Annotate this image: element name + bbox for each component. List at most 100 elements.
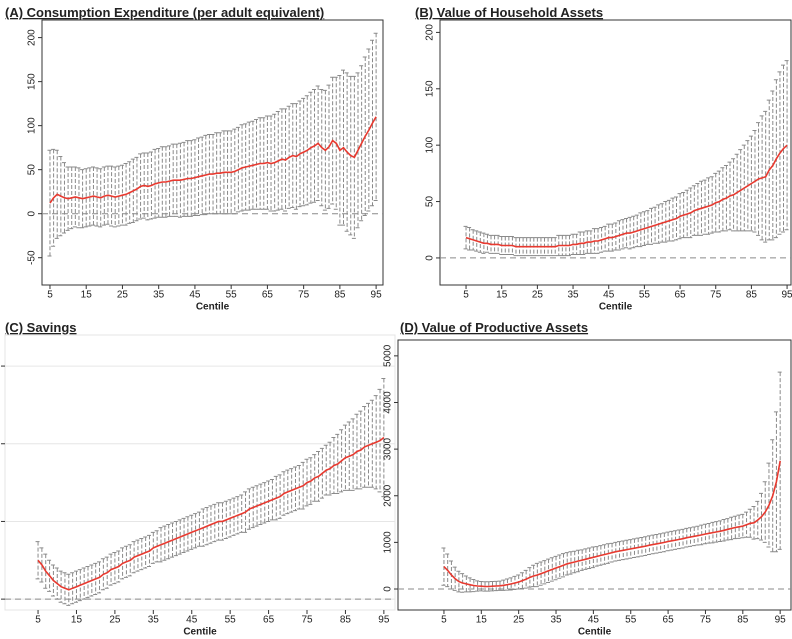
x-tick-label: 15 xyxy=(496,290,508,301)
error-bar xyxy=(312,454,318,502)
error-bar xyxy=(531,564,537,588)
y-tick-label: 100 xyxy=(425,136,436,153)
error-bar xyxy=(381,378,387,498)
error-bar xyxy=(566,234,572,257)
x-tick-label: 75 xyxy=(700,615,712,626)
error-bar xyxy=(98,168,104,228)
error-bar xyxy=(568,551,574,575)
error-bar xyxy=(740,513,746,539)
error-bar xyxy=(346,421,352,491)
error-bar xyxy=(350,418,356,491)
error-bar xyxy=(474,230,480,252)
error-bar xyxy=(452,566,458,591)
x-tick-label: 35 xyxy=(148,615,160,626)
error-bar xyxy=(166,524,172,560)
y-tick-label: 150 xyxy=(0,357,1,374)
error-bar xyxy=(579,549,585,571)
error-bar xyxy=(196,511,202,547)
x-tick-label: 55 xyxy=(639,290,651,301)
x-tick-label: 5 xyxy=(463,290,469,301)
panel-title: (B) Value of Household Assets xyxy=(415,5,603,20)
error-bar xyxy=(709,176,715,234)
error-bar xyxy=(738,149,744,232)
error-bar xyxy=(170,522,176,558)
y-tick-label: 4000 xyxy=(383,391,394,414)
error-bar xyxy=(300,461,306,510)
error-bar xyxy=(475,580,481,592)
error-bar xyxy=(588,230,594,254)
error-bar xyxy=(677,193,683,240)
x-tick-label: 35 xyxy=(567,290,579,301)
error-bar xyxy=(463,225,469,250)
y-tick-label: 200 xyxy=(27,29,38,46)
y-tick-label: 0 xyxy=(383,586,394,592)
error-bar xyxy=(490,581,496,592)
error-bar xyxy=(542,560,548,585)
error-bar xyxy=(748,135,754,232)
error-bar xyxy=(301,97,307,207)
error-bar xyxy=(159,146,165,218)
error-bar xyxy=(560,553,566,578)
error-bar xyxy=(156,148,162,218)
y-tick-label: 50 xyxy=(27,164,38,176)
error-bar xyxy=(80,169,86,229)
error-bar xyxy=(268,115,274,212)
plot-frame xyxy=(4,334,396,611)
error-bar xyxy=(101,166,107,226)
error-bar xyxy=(83,168,89,228)
error-bar xyxy=(572,550,578,574)
error-bar xyxy=(221,130,227,215)
error-bar xyxy=(297,100,303,208)
plot-frame xyxy=(439,19,792,286)
error-bar xyxy=(94,167,100,227)
error-bar xyxy=(362,405,368,488)
error-bar xyxy=(549,557,555,582)
error-bar xyxy=(710,521,716,544)
x-tick-label: 85 xyxy=(340,615,352,626)
error-bar xyxy=(369,39,375,207)
error-bar xyxy=(214,132,220,215)
error-bar xyxy=(641,211,647,247)
x-tick-label: 85 xyxy=(746,290,758,301)
error-bar xyxy=(777,371,783,550)
error-bar xyxy=(504,578,510,591)
error-bar xyxy=(538,561,544,586)
error-bar xyxy=(732,515,738,540)
error-bar xyxy=(304,458,310,507)
error-bar xyxy=(763,110,769,243)
x-axis-label: Centile xyxy=(578,627,612,638)
x-tick-label: 15 xyxy=(71,615,83,626)
error-bar xyxy=(684,189,690,239)
x-tick-label: 15 xyxy=(81,290,93,301)
error-bar xyxy=(456,570,462,593)
y-tick-label: 3000 xyxy=(383,438,394,461)
error-bar xyxy=(564,552,570,576)
error-bar xyxy=(87,167,93,227)
error-bar xyxy=(587,547,593,569)
error-bar xyxy=(341,69,347,226)
error-bar xyxy=(193,513,199,549)
error-bar xyxy=(105,165,111,225)
x-tick-label: 35 xyxy=(153,290,165,301)
error-bar xyxy=(575,549,581,573)
error-bar xyxy=(467,226,473,251)
error-bar xyxy=(717,520,723,542)
error-bar xyxy=(486,581,492,592)
error-bar xyxy=(185,516,191,552)
x-tick-label: 5 xyxy=(47,290,53,301)
error-bar xyxy=(478,581,484,592)
error-bar xyxy=(445,553,451,588)
y-tick-label: 100 xyxy=(27,117,38,134)
y-tick-label: 0 xyxy=(27,210,38,216)
error-bar xyxy=(308,457,314,505)
y-tick-label: 0 xyxy=(0,596,1,602)
error-bar xyxy=(706,177,712,235)
error-bar xyxy=(574,233,580,256)
y-tick-label: 100 xyxy=(0,435,1,452)
y-tick-label: 200 xyxy=(425,24,436,41)
mean-line xyxy=(49,116,377,204)
x-tick-label: 45 xyxy=(603,290,615,301)
x-tick-label: 45 xyxy=(189,290,201,301)
error-bar xyxy=(335,433,341,494)
